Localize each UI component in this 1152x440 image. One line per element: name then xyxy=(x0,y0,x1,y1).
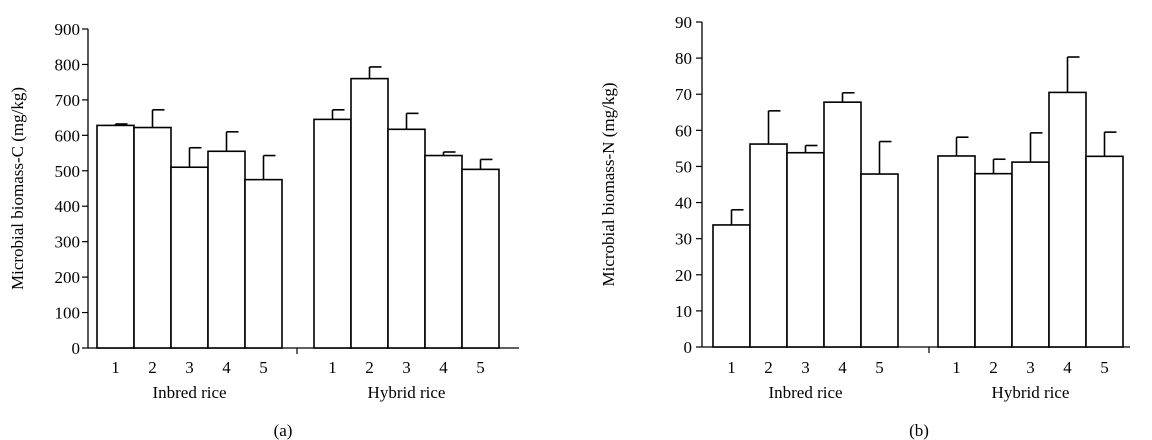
y-tick-label-b-70: 70 xyxy=(675,85,692,104)
bar-a-g1-3 xyxy=(387,128,426,349)
bar-a-g0-4 xyxy=(207,150,246,349)
group-label-b-hybrid: Hybrid rice xyxy=(992,383,1070,402)
y-tick-label-b-80: 80 xyxy=(675,49,692,68)
x-tick-label-b-g0-5: 5 xyxy=(875,358,884,377)
bar-b-g1-4 xyxy=(1048,91,1087,348)
x-tick-label-b-g1-5: 5 xyxy=(1100,358,1109,377)
panel-label-a: (a) xyxy=(274,421,293,440)
y-tick-label-a-500: 500 xyxy=(55,162,81,181)
x-tick-label-a-g0-4: 4 xyxy=(222,358,231,377)
y-tick-label-b-40: 40 xyxy=(675,194,692,213)
panel-label-b: (b) xyxy=(909,421,929,440)
chart-panel-b: Microbial biomass-N (mg/kg) (b) Inbred r… xyxy=(599,13,1130,440)
x-tick-label-a-g0-1: 1 xyxy=(111,358,120,377)
x-tick-label-a-g0-3: 3 xyxy=(185,358,194,377)
x-tick-label-b-g0-3: 3 xyxy=(801,358,810,377)
bar-a-g1-4 xyxy=(424,154,463,349)
bar-a-g1-5 xyxy=(461,168,500,349)
bar-b-g0-4 xyxy=(823,101,862,348)
bar-a-g0-5 xyxy=(244,178,283,349)
bar-a-g0-3 xyxy=(170,166,209,349)
bar-b-g0-5 xyxy=(860,173,899,348)
y-tick-label-a-100: 100 xyxy=(55,304,81,323)
y-tick-label-b-50: 50 xyxy=(675,157,692,176)
y-tick-label-a-400: 400 xyxy=(55,197,81,216)
y-tick-label-a-300: 300 xyxy=(55,233,81,252)
x-tick-label-b-g1-4: 4 xyxy=(1063,358,1072,377)
bar-a-g1-1 xyxy=(313,118,352,349)
bar-a-g0-2 xyxy=(133,126,172,349)
x-tick-label-a-g1-5: 5 xyxy=(476,358,485,377)
y-tick-label-b-10: 10 xyxy=(675,302,692,321)
bar-b-g1-3 xyxy=(1011,161,1050,348)
bar-b-g1-5 xyxy=(1085,155,1124,348)
y-tick-label-a-0: 0 xyxy=(72,339,81,358)
x-tick-label-b-g0-1: 1 xyxy=(727,358,736,377)
x-tick-label-a-g1-2: 2 xyxy=(365,358,374,377)
chart-panel-a: Microbial biomass-C (mg/kg) (a) Inbred r… xyxy=(8,20,519,440)
y-axis-title-a: Microbial biomass-C (mg/kg) xyxy=(8,87,27,290)
y-tick-label-a-900: 900 xyxy=(55,20,81,39)
bar-b-g1-2 xyxy=(974,172,1013,348)
bar-a-g0-1 xyxy=(96,124,135,349)
y-tick-label-a-700: 700 xyxy=(55,91,81,110)
y-tick-label-a-800: 800 xyxy=(55,55,81,74)
y-tick-label-a-600: 600 xyxy=(55,126,81,145)
group-label-a-hybrid: Hybrid rice xyxy=(368,383,446,402)
bar-b-g0-1 xyxy=(712,224,751,348)
y-tick-label-b-20: 20 xyxy=(675,266,692,285)
x-tick-label-b-g0-2: 2 xyxy=(764,358,773,377)
y-tick-label-b-30: 30 xyxy=(675,230,692,249)
x-tick-label-b-g1-1: 1 xyxy=(952,358,961,377)
x-tick-label-a-g1-1: 1 xyxy=(328,358,337,377)
bar-b-g0-3 xyxy=(786,151,825,348)
x-tick-label-a-g1-4: 4 xyxy=(439,358,448,377)
bar-b-g0-2 xyxy=(749,143,788,348)
y-axis-title-b: Microbial biomass-N (mg/kg) xyxy=(599,83,618,287)
x-tick-label-b-g1-2: 2 xyxy=(989,358,998,377)
group-label-a-inbred: Inbred rice xyxy=(152,383,226,402)
y-tick-label-b-90: 90 xyxy=(675,13,692,32)
group-label-b-inbred: Inbred rice xyxy=(768,383,842,402)
x-tick-label-a-g0-2: 2 xyxy=(148,358,157,377)
x-tick-label-a-g0-5: 5 xyxy=(259,358,268,377)
x-tick-label-b-g0-4: 4 xyxy=(838,358,847,377)
x-tick-label-a-g1-3: 3 xyxy=(402,358,411,377)
y-tick-label-b-0: 0 xyxy=(684,338,693,357)
y-tick-label-b-60: 60 xyxy=(675,121,692,140)
y-tick-label-a-200: 200 xyxy=(55,268,81,287)
bar-a-g1-2 xyxy=(350,77,389,349)
x-tick-label-b-g1-3: 3 xyxy=(1026,358,1035,377)
bar-b-g1-1 xyxy=(937,155,976,348)
